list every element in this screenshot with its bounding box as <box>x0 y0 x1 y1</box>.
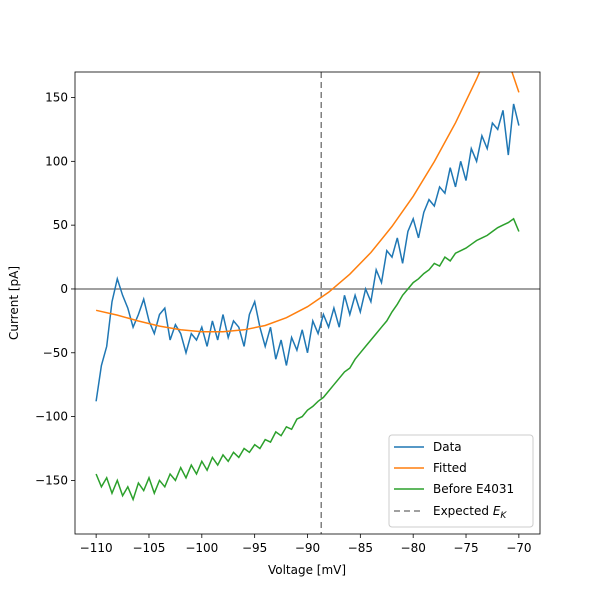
y-axis-ticks: −150 −100 −50 0 50 100 150 <box>35 91 75 487</box>
legend-label-fitted: Fitted <box>433 461 467 475</box>
x-axis-label: Voltage [mV] <box>268 563 346 577</box>
legend-label-ek-subscript: K <box>500 511 507 521</box>
fitted-series-line <box>95 72 520 333</box>
y-tick-label: 0 <box>60 282 68 296</box>
y-tick-label: −100 <box>35 410 68 424</box>
y-axis-label: Current [pA] <box>7 266 21 340</box>
y-tick-label: −150 <box>35 473 68 487</box>
x-axis-ticks: −110 −105 −100 −95 −90 −85 −80 −75 −70 <box>80 534 532 555</box>
y-tick-label: 100 <box>45 154 68 168</box>
y-tick-label: 150 <box>45 91 68 105</box>
legend-label-expected-ek: Expected EK <box>433 504 507 521</box>
before-e4031-series-line <box>95 217 520 502</box>
x-tick-label: −85 <box>348 541 373 555</box>
x-tick-label: −90 <box>295 541 320 555</box>
y-tick-label: −50 <box>43 346 68 360</box>
y-tick-label: 50 <box>53 218 68 232</box>
x-tick-label: −105 <box>132 541 165 555</box>
legend-label-expected-text: Expected <box>433 504 493 518</box>
x-tick-label: −110 <box>80 541 113 555</box>
x-tick-label: −80 <box>401 541 426 555</box>
x-tick-label: −75 <box>453 541 478 555</box>
x-tick-label: −70 <box>506 541 531 555</box>
plot-area <box>75 72 540 534</box>
x-tick-label: −95 <box>242 541 267 555</box>
x-tick-label: −100 <box>185 541 218 555</box>
legend-label-ek-symbol: E <box>493 504 501 518</box>
legend-label-data: Data <box>433 440 462 454</box>
legend-label-before-e4031: Before E4031 <box>433 482 514 496</box>
legend-box <box>388 434 534 528</box>
legend: Data Fitted Before E4031 Expected EK <box>388 434 534 528</box>
data-series-line <box>95 103 520 402</box>
